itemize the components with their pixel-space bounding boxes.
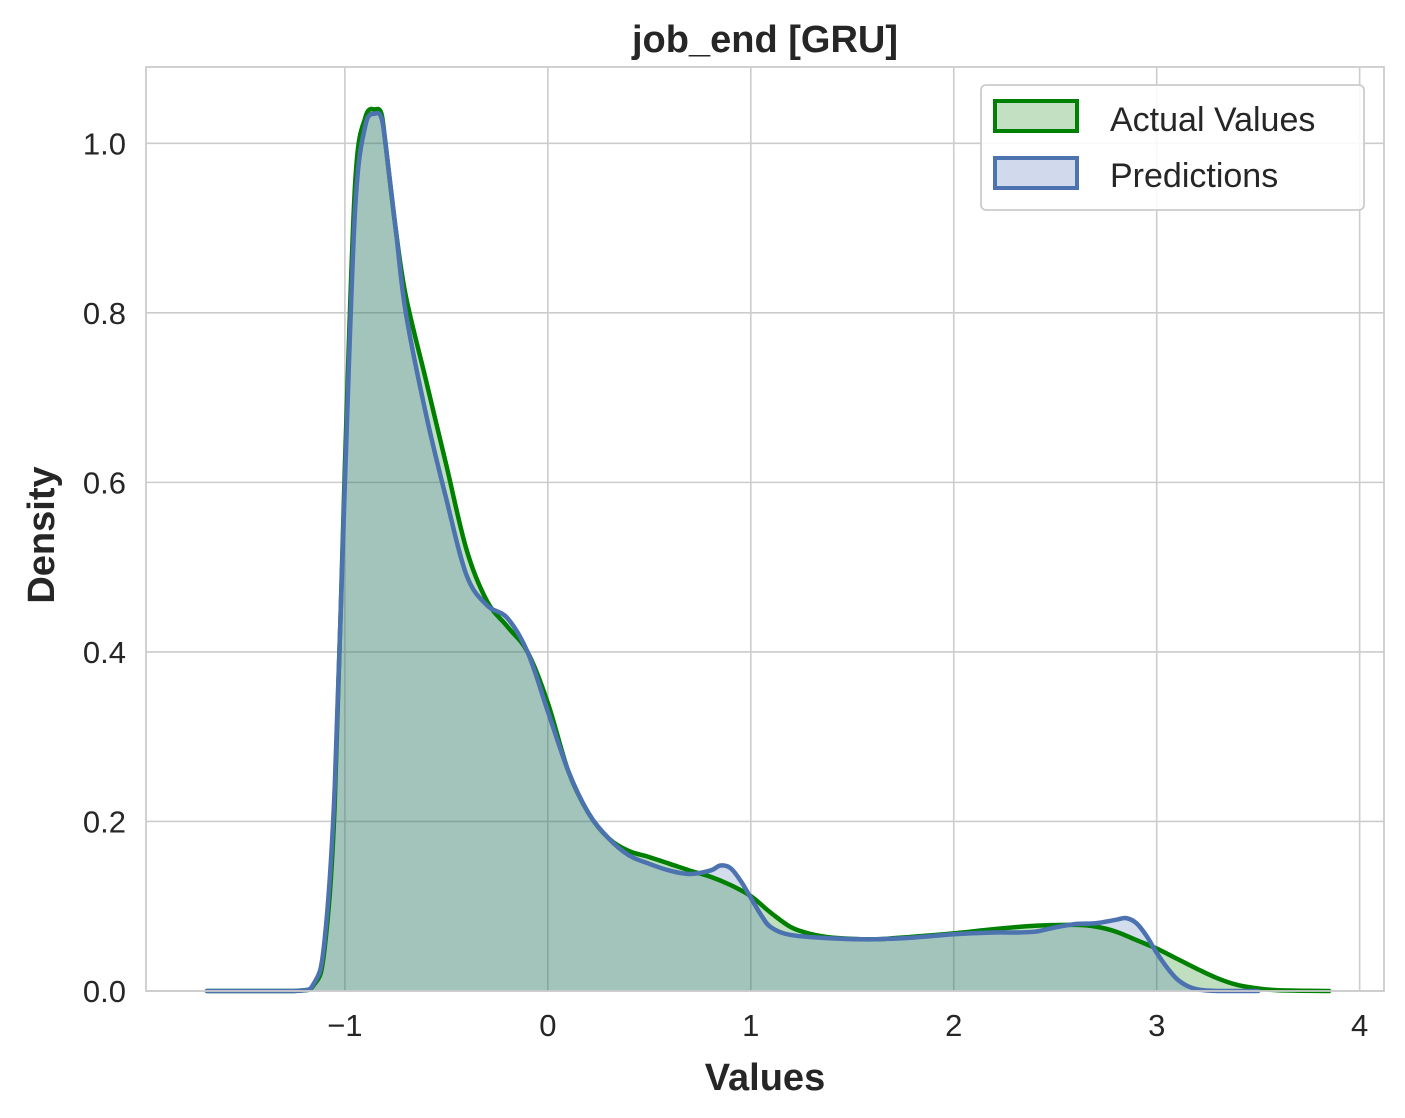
- y-tick-label: 0.8: [83, 296, 126, 331]
- x-tick-label: 2: [945, 1008, 962, 1043]
- plot-frame: [145, 66, 1385, 992]
- y-tick-label: 0.4: [83, 635, 126, 670]
- x-tick-label: 3: [1148, 1008, 1165, 1043]
- x-tick-label: −1: [327, 1008, 362, 1043]
- y-tick-label: 1.0: [83, 126, 126, 161]
- legend-label-predictions: Predictions: [1110, 157, 1278, 195]
- x-tick-label: 1: [742, 1008, 759, 1043]
- grid-layer: [146, 67, 1384, 992]
- tick-layer: −1 0 1 2 3 4 0.0 0.2 0.4 0.6 0.8 1.0: [83, 126, 1368, 1043]
- chart-title: job_end [GRU]: [631, 19, 898, 61]
- series-fill-actual-values: [206, 108, 1330, 991]
- legend-swatch-actual-values: [993, 99, 1079, 133]
- y-axis-label: Density: [21, 466, 63, 603]
- series-layer: [204, 106, 1332, 994]
- series-line-actual-values: [204, 106, 1332, 994]
- x-axis-label: Values: [705, 1057, 825, 1099]
- x-tick-label: 4: [1351, 1008, 1368, 1043]
- x-tick-label: 0: [539, 1008, 556, 1043]
- series-line-predictions: [204, 110, 1261, 994]
- series-fill-predictions: [206, 112, 1259, 992]
- y-tick-label: 0.2: [83, 804, 126, 839]
- y-tick-label: 0.6: [83, 465, 126, 500]
- legend-label-actual-values: Actual Values: [1110, 101, 1315, 139]
- y-tick-label: 0.0: [83, 974, 126, 1009]
- legend-swatch-predictions: [993, 156, 1079, 190]
- legend: Actual Values Predictions: [980, 84, 1365, 211]
